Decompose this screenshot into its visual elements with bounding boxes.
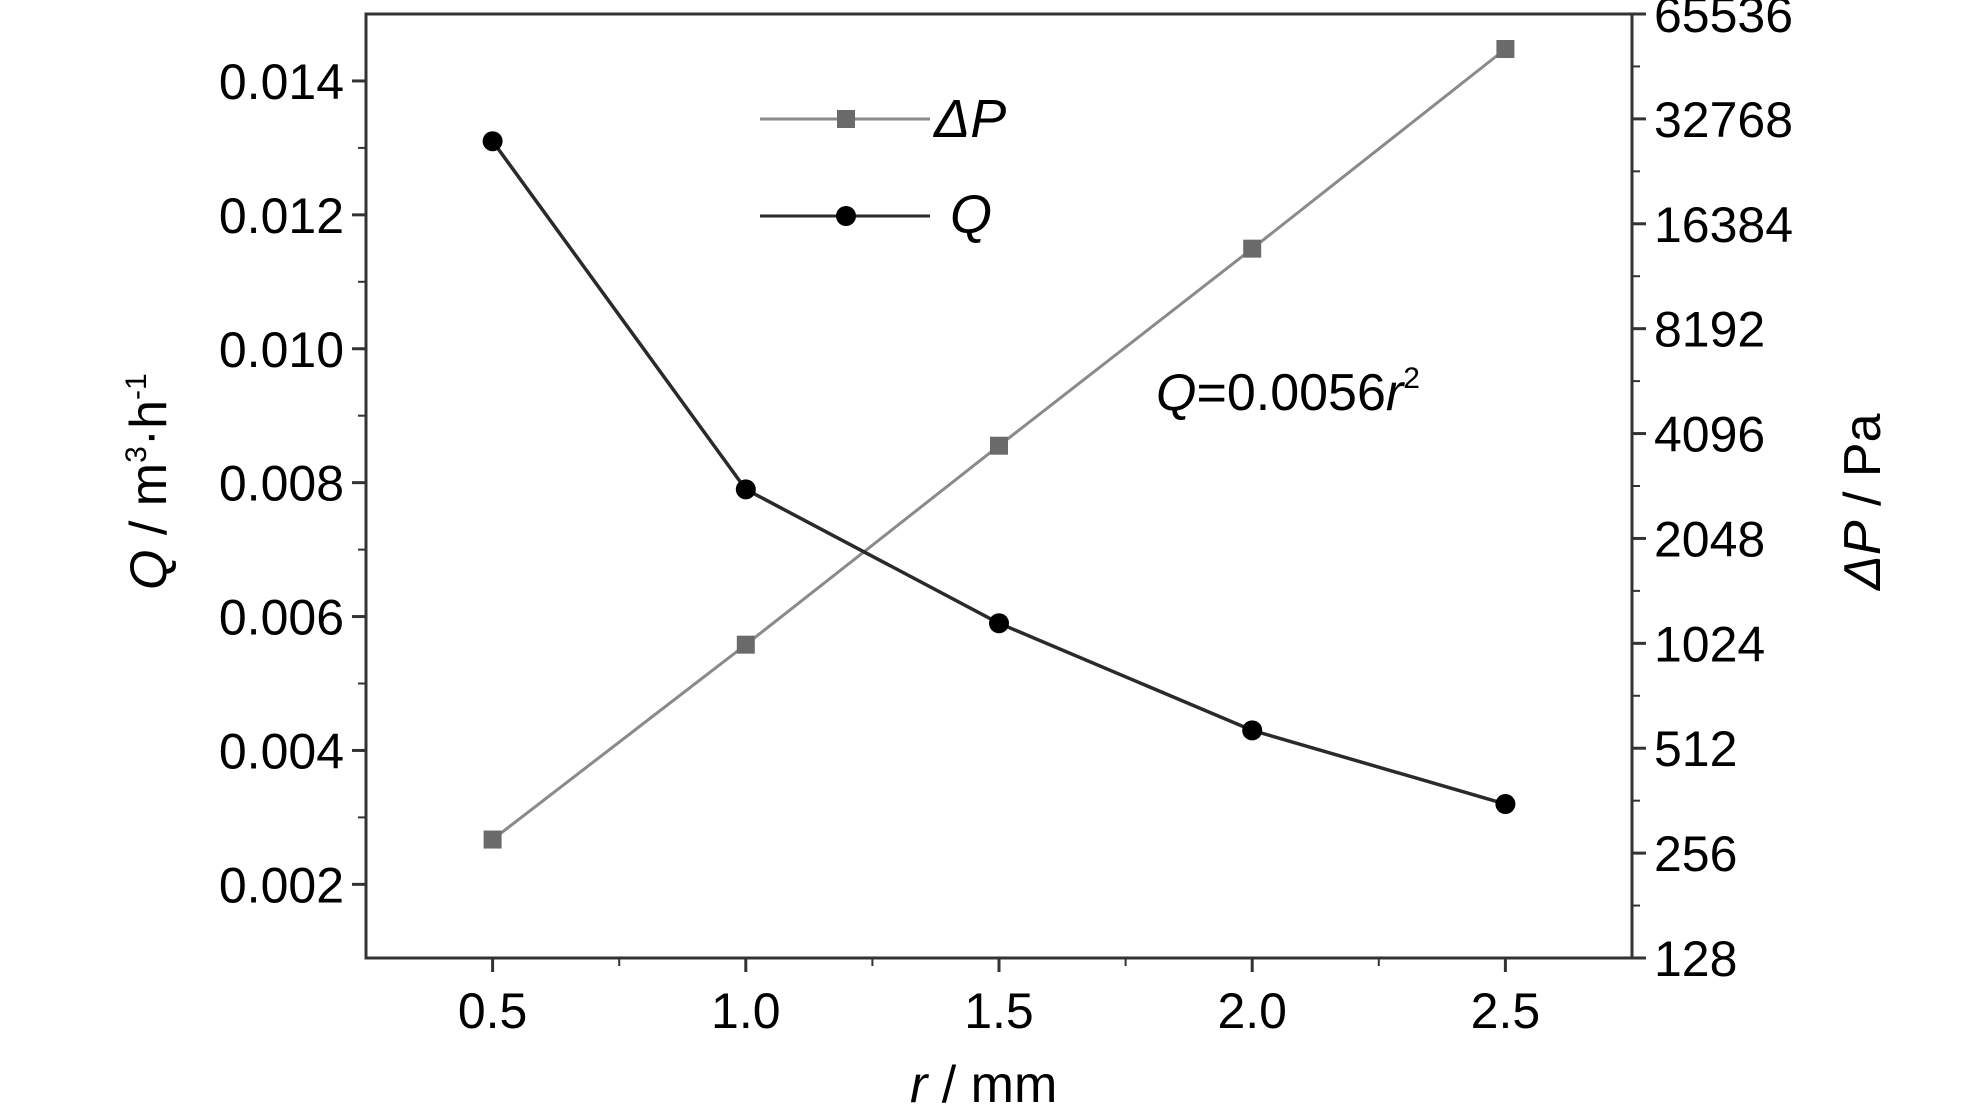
annotation-exponent: 2: [1403, 362, 1420, 395]
right-y-axis-title: ΔP / Pa: [1834, 413, 1892, 592]
left-y-axis-mid: ·h: [120, 400, 178, 446]
right-y-tick-label: 4096: [1654, 407, 1765, 463]
x-tick-label: 2.0: [1217, 983, 1287, 1039]
right-y-tick-label: 128: [1654, 931, 1737, 987]
right-y-axis-unit: / Pa: [1834, 413, 1892, 520]
right-y-tick-label: 65536: [1654, 0, 1793, 43]
x-tick-label: 1.0: [711, 983, 781, 1039]
x-tick-label: 0.5: [458, 983, 528, 1039]
data-point-dp: [736, 635, 755, 654]
right-y-tick-label: 16384: [1654, 197, 1793, 253]
x-axis-unit: / mm: [927, 1056, 1057, 1110]
x-axis-var: r: [910, 1056, 930, 1110]
plot-frame: [364, 12, 1634, 960]
left-y-tick-label: 0.004: [219, 723, 344, 779]
data-point-dp: [1496, 40, 1515, 59]
annotation-expression: =0.0056: [1196, 364, 1385, 422]
left-y-tick-label: 0.006: [219, 590, 344, 646]
right-y-axis-var: ΔP: [1834, 520, 1892, 592]
left-y-tick-label: 0.002: [219, 857, 344, 913]
left-y-axis-sup1: 3: [120, 446, 153, 463]
legend: ΔP Q: [760, 89, 1006, 245]
data-point-q: [989, 613, 1009, 634]
legend-label-dp: ΔP: [932, 89, 1006, 149]
left-y-axis-title: Q / m3·h-1: [120, 373, 178, 590]
data-point-q: [1495, 794, 1516, 815]
left-y-tick-label: 0.008: [219, 456, 344, 512]
legend-marker-dp: [837, 110, 855, 128]
annotation-var-r: r: [1386, 364, 1406, 422]
data-point-q: [482, 131, 503, 152]
data-point-q: [1242, 720, 1263, 741]
data-point-dp: [1243, 239, 1262, 258]
equation-annotation: Q=0.0056r2: [1156, 362, 1420, 422]
left-y-tick-label: 0.010: [219, 322, 344, 378]
x-tick-label: 2.5: [1471, 983, 1541, 1039]
left-y-axis-sup2: -1: [120, 373, 153, 400]
x-tick-label: 1.5: [964, 983, 1034, 1039]
left-y-axis-unit: / m: [120, 463, 178, 550]
data-point-dp: [990, 436, 1008, 455]
left-y-tick-label: 0.012: [219, 188, 344, 244]
right-y-tick-label: 1024: [1654, 616, 1765, 672]
annotation-var-q: Q: [1156, 364, 1196, 422]
right-y-tick-label: 32768: [1654, 92, 1793, 148]
right-y-tick-label: 512: [1654, 721, 1737, 777]
right-y-tick-label: 2048: [1654, 511, 1765, 567]
right-y-tick-label: 8192: [1654, 302, 1765, 358]
legend-label-q: Q: [950, 185, 992, 245]
left-y-axis-ticks: 0.002 0.004 0.006 0.008 0.010 0.012 0.014: [219, 54, 366, 913]
x-axis-title: r / mm: [910, 1056, 1057, 1110]
x-axis-ticks: 0.5 1.0 1.5 2.0 2.5: [458, 958, 1540, 1039]
series-layer: [482, 40, 1516, 849]
series-line-q: [491, 140, 1506, 806]
legend-marker-q: [836, 206, 856, 226]
right-y-tick-label: 256: [1654, 826, 1737, 882]
data-point-dp: [483, 830, 502, 849]
data-point-q: [735, 479, 756, 500]
left-y-axis-var: Q: [120, 550, 178, 590]
left-y-tick-label: 0.014: [219, 54, 344, 110]
right-y-axis-ticks: 128 256 512 1024 2048 4096 8192 16384 32768 65536: [1632, 0, 1793, 987]
